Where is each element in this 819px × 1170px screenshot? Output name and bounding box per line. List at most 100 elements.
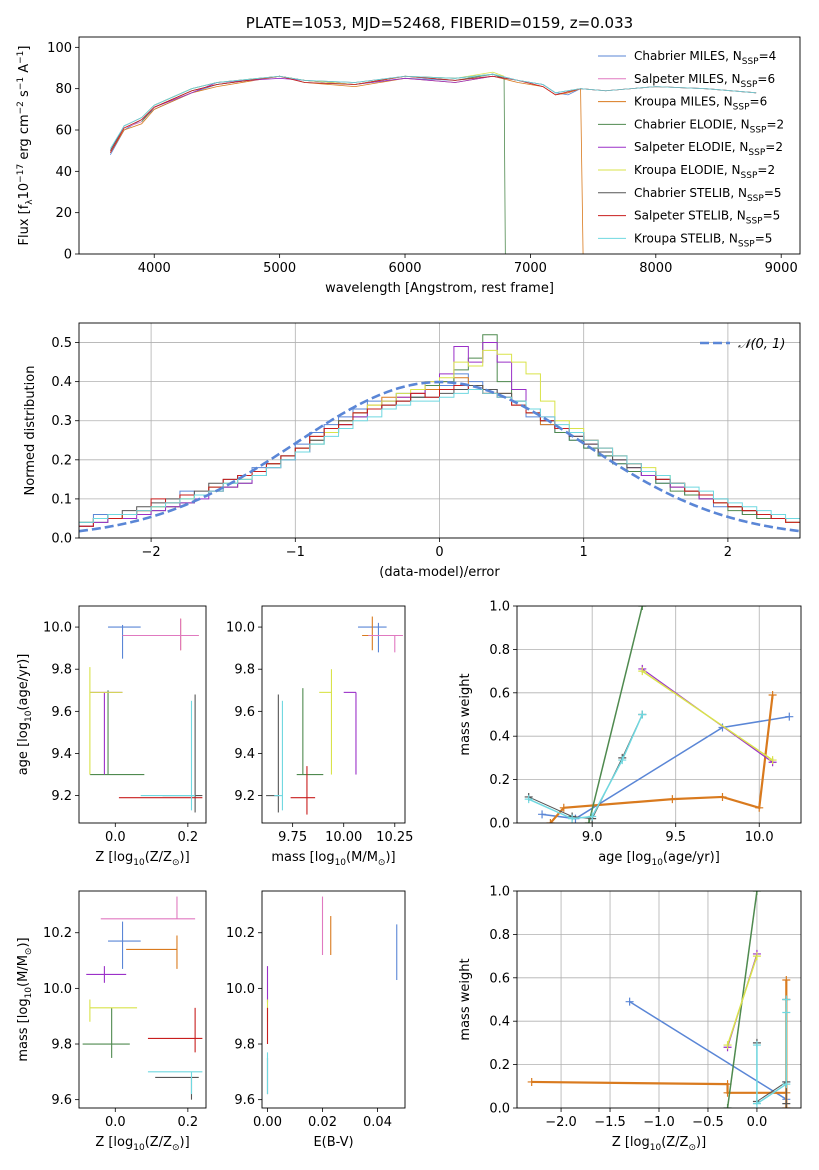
- label-part: (M/M: [16, 955, 31, 987]
- x-tick-label: 9.5: [665, 830, 686, 845]
- series-marker: [638, 606, 647, 610]
- errorbar-point: [319, 669, 333, 775]
- x-axis-label: mass [log10(M/M⊙)]: [271, 850, 395, 868]
- y-tick-label: 0.6: [489, 971, 510, 986]
- label-part: Flux [f: [17, 204, 32, 245]
- errorbar-point: [162, 694, 203, 813]
- y-tick-label: 0.1: [51, 492, 72, 507]
- legend-label: Kroupa STELIB, NSSP=5: [634, 231, 772, 249]
- plot-area: [517, 606, 801, 823]
- label-part: SSP: [742, 57, 759, 67]
- y-tick-label: 100: [47, 41, 72, 56]
- y-tick-label: 0.4: [51, 375, 72, 390]
- x-tick-label: −1.5: [594, 1115, 626, 1130]
- plot-area: [266, 616, 403, 815]
- label-part: Kroupa STELIB, N: [634, 231, 738, 245]
- series-marker: [785, 712, 794, 721]
- label-part: )]: [696, 1135, 706, 1150]
- legend-label: Salpeter STELIB, NSSP=5: [634, 209, 780, 227]
- series-marker: [618, 756, 627, 765]
- y-tick-label: 0.3: [51, 414, 72, 429]
- series-marker: [718, 792, 727, 801]
- label-part: Z [log: [612, 1135, 650, 1150]
- y-tick-label: 40: [55, 165, 72, 180]
- series-marker: [538, 810, 547, 819]
- chart-spectrum: 4000 5000 6000 7000 8000 9000 0 20 40 60 80 100 PLAT…: [16, 14, 801, 296]
- label-part: erg cm: [17, 114, 32, 163]
- label-part: 10: [133, 1143, 145, 1153]
- y-tick-label: 1.0: [489, 600, 510, 615]
- y-tick-label: 0.2: [51, 453, 72, 468]
- label-part: Z [log: [95, 850, 133, 865]
- label-part: Salpeter STELIB, N: [634, 209, 746, 223]
- label-part: 10: [651, 858, 663, 868]
- label-part: =5: [764, 186, 782, 200]
- series-marker: [588, 812, 597, 821]
- series-marker: [782, 1099, 791, 1108]
- axes-frame: [78, 605, 207, 824]
- label-part: A: [17, 64, 32, 77]
- series-marker: [559, 803, 568, 812]
- y-tick-label: 9.6: [51, 705, 72, 720]
- label-part: Salpeter ELODIE, N: [634, 140, 748, 154]
- errorbar-point: [122, 618, 199, 651]
- y-tick-label: 9.6: [51, 1093, 72, 1108]
- series-marker: [752, 1099, 761, 1108]
- label-part: SSP: [733, 103, 750, 113]
- label-part: 10: [24, 987, 34, 999]
- y-tick-label: 80: [55, 82, 72, 97]
- y-tick-label: 0.8: [489, 643, 510, 658]
- chart-age-vs-Z: 0.0 0.29.29.49.69.810.0Z [log10(Z/Z⊙)]age…: [16, 605, 207, 868]
- x-tick-label: 2: [724, 545, 732, 560]
- series-line: [141, 75, 505, 120]
- y-tick-label: 10.2: [226, 926, 255, 941]
- label-part: −17: [16, 164, 26, 183]
- x-tick-label: 0.0: [105, 830, 126, 845]
- label-part: mass [log: [271, 850, 334, 865]
- x-tick-label: 0.04: [363, 1115, 392, 1130]
- y-tick-label: 0.2: [489, 1058, 510, 1073]
- errorbar-point: [122, 618, 199, 651]
- label-part: ⊙: [172, 858, 180, 868]
- label-part: (Z/Z: [145, 850, 172, 865]
- label-part: =6: [757, 72, 775, 86]
- label-part: Chabrier ELODIE, N: [634, 117, 750, 131]
- axes-frame: [78, 322, 801, 539]
- legend-label: Kroupa MILES, NSSP=6: [634, 95, 767, 113]
- series-marker: [782, 995, 791, 1004]
- errorbar-point: [108, 624, 141, 659]
- legend-label: Chabrier MILES, NSSP=4: [634, 49, 776, 67]
- series-marker: [546, 819, 555, 823]
- label-part: 10: [17, 183, 32, 200]
- series-line: [641, 670, 774, 761]
- plot-area: [109, 71, 757, 254]
- label-part: )]: [385, 850, 395, 865]
- label-part: Kroupa MILES, N: [634, 95, 733, 109]
- series-line: [756, 999, 787, 1104]
- x-tick-label: 10.25: [376, 830, 413, 845]
- errorbar-point: [296, 688, 324, 776]
- y-tick-label: 20: [55, 206, 72, 221]
- x-axis-label: wavelength [Angstrom, rest frame]: [325, 281, 554, 296]
- y-tick-label: 9.6: [234, 705, 255, 720]
- label-part: =5: [763, 209, 781, 223]
- x-tick-label: 9.0: [582, 830, 603, 845]
- label-part: =2: [757, 163, 775, 177]
- x-axis-label: Z [log10(Z/Z⊙)]: [95, 850, 189, 868]
- series-marker: [723, 1041, 732, 1050]
- label-part: SSP: [741, 80, 758, 90]
- x-tick-label: 0.2: [178, 830, 199, 845]
- y-tick-label: 9.8: [51, 1038, 72, 1053]
- errorbar-point: [89, 690, 145, 776]
- y-tick-label: 60: [55, 124, 72, 139]
- label-part: s: [17, 90, 32, 101]
- x-tick-label: 0.02: [308, 1115, 337, 1130]
- y-axis-label: mass weight: [458, 958, 473, 1040]
- x-tick-label: 0.0: [747, 1115, 768, 1130]
- x-tick-label: 5000: [263, 261, 296, 276]
- label-part: age [log: [598, 850, 651, 865]
- y-tick-label: 9.2: [51, 789, 72, 804]
- series-marker: [752, 952, 761, 961]
- series-marker: [768, 756, 777, 765]
- y-tick-label: 0.0: [489, 1102, 510, 1117]
